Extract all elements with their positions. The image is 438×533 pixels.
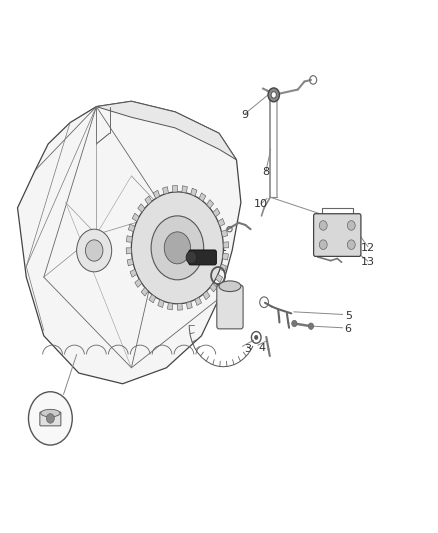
- Polygon shape: [213, 208, 220, 217]
- Circle shape: [347, 221, 355, 230]
- Circle shape: [268, 88, 279, 102]
- Polygon shape: [132, 213, 139, 222]
- Circle shape: [347, 240, 355, 249]
- Polygon shape: [127, 236, 132, 243]
- Text: 4: 4: [258, 343, 265, 352]
- Polygon shape: [173, 185, 177, 192]
- Polygon shape: [182, 186, 187, 193]
- Polygon shape: [162, 187, 169, 195]
- Circle shape: [292, 320, 297, 327]
- FancyBboxPatch shape: [217, 285, 243, 329]
- Polygon shape: [145, 196, 152, 205]
- Circle shape: [85, 240, 103, 261]
- Text: 13: 13: [361, 257, 375, 267]
- Circle shape: [151, 216, 204, 280]
- Polygon shape: [195, 297, 201, 305]
- Polygon shape: [126, 248, 132, 254]
- Polygon shape: [207, 200, 214, 208]
- Polygon shape: [215, 274, 223, 282]
- Polygon shape: [18, 101, 241, 384]
- Text: 2: 2: [215, 283, 223, 293]
- Polygon shape: [191, 188, 197, 196]
- Polygon shape: [199, 193, 206, 201]
- Circle shape: [46, 414, 54, 423]
- Circle shape: [308, 323, 314, 329]
- FancyBboxPatch shape: [189, 250, 216, 265]
- Polygon shape: [223, 242, 229, 248]
- Circle shape: [271, 92, 276, 98]
- Polygon shape: [135, 279, 142, 287]
- Text: 9: 9: [242, 110, 249, 119]
- Circle shape: [186, 251, 197, 264]
- Text: 8: 8: [262, 167, 269, 176]
- Polygon shape: [220, 264, 226, 272]
- Text: 3: 3: [244, 344, 251, 354]
- Polygon shape: [130, 269, 137, 277]
- Polygon shape: [96, 101, 237, 160]
- Text: 10: 10: [254, 199, 268, 209]
- Text: 14: 14: [48, 396, 62, 406]
- Text: 11: 11: [214, 243, 228, 253]
- Text: 1: 1: [229, 296, 236, 306]
- Circle shape: [28, 392, 72, 445]
- Polygon shape: [203, 291, 210, 300]
- Polygon shape: [128, 224, 135, 232]
- Polygon shape: [167, 303, 173, 310]
- Circle shape: [164, 232, 191, 264]
- Text: 5: 5: [345, 311, 352, 320]
- Ellipse shape: [41, 409, 60, 417]
- Polygon shape: [186, 301, 192, 309]
- FancyBboxPatch shape: [314, 214, 361, 256]
- Text: 7: 7: [186, 266, 193, 276]
- Polygon shape: [141, 287, 148, 296]
- Polygon shape: [138, 204, 145, 212]
- Polygon shape: [221, 230, 228, 237]
- Text: 6: 6: [345, 324, 352, 334]
- Circle shape: [131, 192, 223, 304]
- Circle shape: [77, 229, 112, 272]
- Polygon shape: [153, 190, 160, 198]
- Polygon shape: [149, 294, 156, 303]
- Polygon shape: [127, 259, 134, 266]
- Polygon shape: [210, 284, 217, 292]
- Circle shape: [254, 335, 258, 340]
- Polygon shape: [158, 300, 164, 308]
- Circle shape: [319, 240, 327, 249]
- Ellipse shape: [219, 281, 241, 292]
- Polygon shape: [218, 219, 225, 227]
- FancyBboxPatch shape: [40, 412, 61, 426]
- Polygon shape: [223, 253, 228, 260]
- Text: 12: 12: [361, 243, 375, 253]
- Circle shape: [319, 221, 327, 230]
- Polygon shape: [177, 303, 182, 310]
